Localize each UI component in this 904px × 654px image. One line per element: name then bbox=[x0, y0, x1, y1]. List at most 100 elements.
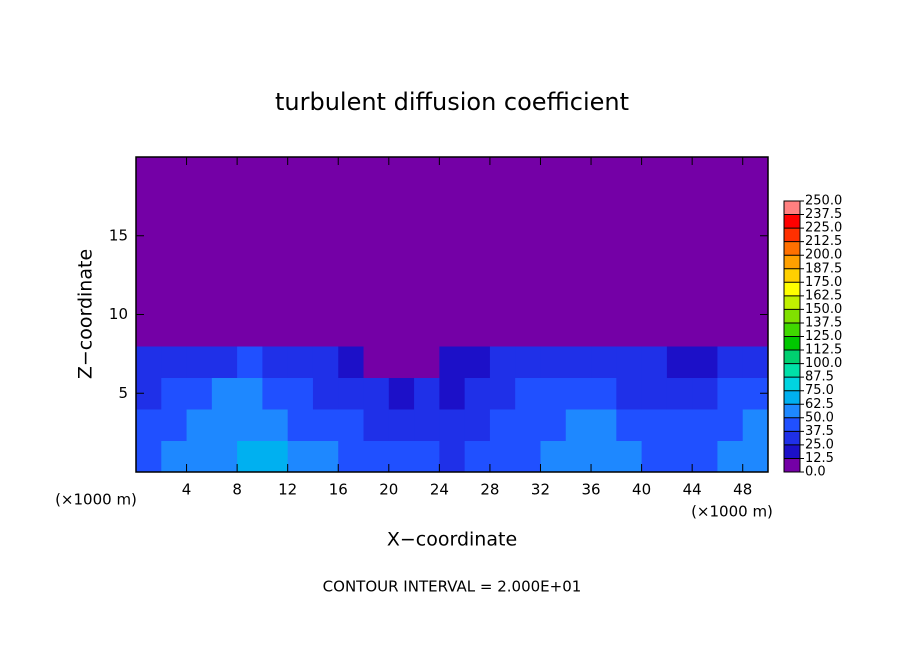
colorbar-segment bbox=[784, 282, 800, 296]
colorbar-label: 175.0 bbox=[805, 275, 842, 290]
field-cell bbox=[237, 409, 263, 441]
field-cell bbox=[211, 314, 238, 347]
field-cell bbox=[186, 440, 213, 473]
colorbar-label: 87.5 bbox=[805, 370, 834, 385]
field-cell bbox=[136, 409, 162, 441]
field-cell bbox=[515, 314, 541, 347]
y-tick-label: 15 bbox=[109, 226, 128, 244]
field-cell bbox=[136, 314, 162, 347]
colorbar-label: 237.5 bbox=[805, 207, 842, 222]
field-cell bbox=[237, 314, 263, 347]
field-cell bbox=[565, 377, 592, 410]
field-cell bbox=[161, 314, 188, 347]
y-tick-label: 5 bbox=[118, 384, 128, 402]
field-cell bbox=[515, 409, 541, 441]
colorbar-segment bbox=[784, 322, 800, 337]
field-cell bbox=[338, 409, 365, 441]
field-cell bbox=[565, 440, 592, 473]
x-tick-label: 4 bbox=[182, 481, 192, 499]
field-cell bbox=[489, 440, 516, 473]
field-cell bbox=[363, 440, 390, 473]
field-cell bbox=[312, 314, 339, 347]
field-cell bbox=[692, 346, 718, 378]
x-tick-label: 8 bbox=[232, 481, 242, 499]
field-cell bbox=[186, 346, 213, 378]
colorbar-label: 200.0 bbox=[805, 248, 842, 263]
field-cell bbox=[363, 409, 390, 441]
field-cell bbox=[388, 346, 415, 378]
field-cell bbox=[388, 314, 415, 347]
field-cell bbox=[641, 440, 668, 473]
field-cell bbox=[692, 314, 718, 347]
field-cell bbox=[742, 314, 769, 347]
field-cell bbox=[338, 346, 365, 378]
x-unit-right: (×1000 m) bbox=[691, 503, 773, 521]
field-cell bbox=[692, 440, 718, 473]
colorbar-label: 250.0 bbox=[805, 194, 842, 209]
field-cell bbox=[616, 314, 643, 347]
field-cell bbox=[464, 314, 491, 347]
field-cell bbox=[464, 377, 491, 410]
field-cell bbox=[565, 314, 592, 347]
colorbar-label: 75.0 bbox=[805, 383, 834, 398]
x-tick-label: 20 bbox=[379, 481, 398, 499]
colorbar-segment bbox=[784, 309, 800, 323]
field-cell bbox=[287, 440, 314, 473]
field-cell bbox=[312, 346, 339, 378]
colorbar-segment bbox=[784, 214, 800, 229]
field-cell bbox=[161, 409, 188, 441]
field-cell bbox=[540, 440, 567, 473]
field-cell bbox=[338, 440, 365, 473]
x-tick-label: 48 bbox=[733, 481, 752, 499]
field-cell bbox=[439, 409, 466, 441]
colorbar-segment bbox=[784, 295, 800, 310]
field-cell bbox=[591, 377, 617, 410]
x-tick-label: 12 bbox=[278, 481, 297, 499]
field-cell bbox=[540, 314, 567, 347]
field-cell bbox=[540, 409, 567, 441]
field-cell bbox=[717, 440, 744, 473]
colorbar-segment bbox=[784, 363, 800, 378]
colorbar-segment bbox=[784, 377, 800, 391]
colorbar-segment bbox=[784, 390, 800, 405]
colorbar-segment bbox=[784, 458, 800, 472]
field-cell bbox=[591, 346, 617, 378]
field-cell bbox=[591, 440, 617, 473]
field-cell bbox=[666, 377, 693, 410]
field-cell bbox=[742, 346, 769, 378]
field-cell bbox=[717, 409, 744, 441]
field-cell bbox=[515, 440, 541, 473]
field-cell bbox=[742, 440, 769, 473]
field-cell bbox=[287, 377, 314, 410]
field-cell bbox=[616, 346, 643, 378]
colorbar-segment bbox=[784, 201, 800, 215]
field-cell bbox=[666, 409, 693, 441]
colorbar-segment bbox=[784, 431, 800, 445]
field-cell bbox=[363, 346, 390, 378]
field-cell bbox=[439, 346, 466, 378]
field-cell bbox=[641, 346, 668, 378]
colorbar-segment bbox=[784, 241, 800, 256]
colorbar-label: 137.5 bbox=[805, 315, 842, 330]
field-cell bbox=[211, 346, 238, 378]
colorbar-segment bbox=[784, 417, 800, 432]
field-cell bbox=[692, 377, 718, 410]
x-tick-label: 28 bbox=[480, 481, 499, 499]
field-cell bbox=[666, 314, 693, 347]
colorbar-label: 125.0 bbox=[805, 329, 842, 344]
field-cell bbox=[717, 346, 744, 378]
field-cell bbox=[414, 409, 440, 441]
field-cell bbox=[540, 377, 567, 410]
field-cell bbox=[287, 409, 314, 441]
field-cell bbox=[666, 346, 693, 378]
field-cell bbox=[186, 377, 213, 410]
field-cell bbox=[161, 440, 188, 473]
field-cell bbox=[439, 314, 466, 347]
field-cell bbox=[287, 346, 314, 378]
field-cell bbox=[186, 409, 213, 441]
field-cell bbox=[515, 377, 541, 410]
field-cell bbox=[591, 409, 617, 441]
field-cell bbox=[312, 440, 339, 473]
colorbar-label: 50.0 bbox=[805, 410, 834, 425]
field-cell bbox=[338, 314, 365, 347]
